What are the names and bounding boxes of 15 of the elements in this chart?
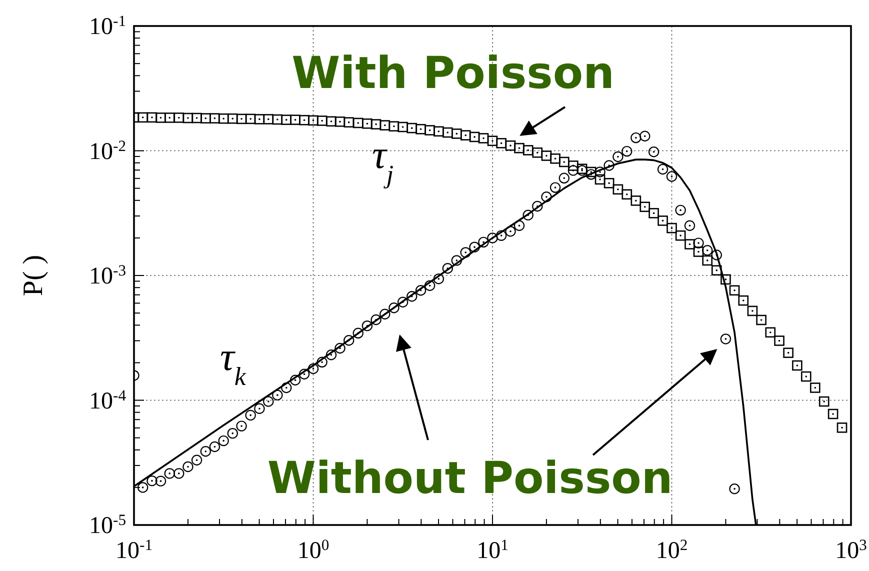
y-tick-label: 10$^{-5}$ [89, 512, 126, 539]
annotation: Without Poisson [267, 453, 673, 504]
x-tick-label: 10$^{3}$ [835, 536, 868, 564]
x-tick-label: 10$^{0}$ [297, 536, 330, 564]
x-tick-label: 10$^{2}$ [656, 536, 688, 564]
y-tick-label: 10$^{-1}$ [89, 12, 126, 40]
y-tick-label: 10$^{-2}$ [89, 137, 126, 165]
series-label: τ$_{k}$ [220, 334, 246, 390]
y-tick-label: 10$^{-3}$ [89, 262, 126, 290]
y-axis-title: P( ) [18, 254, 49, 296]
x-tick-label: 10$^{1}$ [476, 536, 508, 564]
x-tick-label: 10$^{-1}$ [116, 536, 152, 564]
y-tick-label: 10$^{-4}$ [89, 386, 126, 414]
series-label: τ$_{j}$ [372, 132, 394, 188]
annotation: With Poisson [292, 48, 614, 99]
